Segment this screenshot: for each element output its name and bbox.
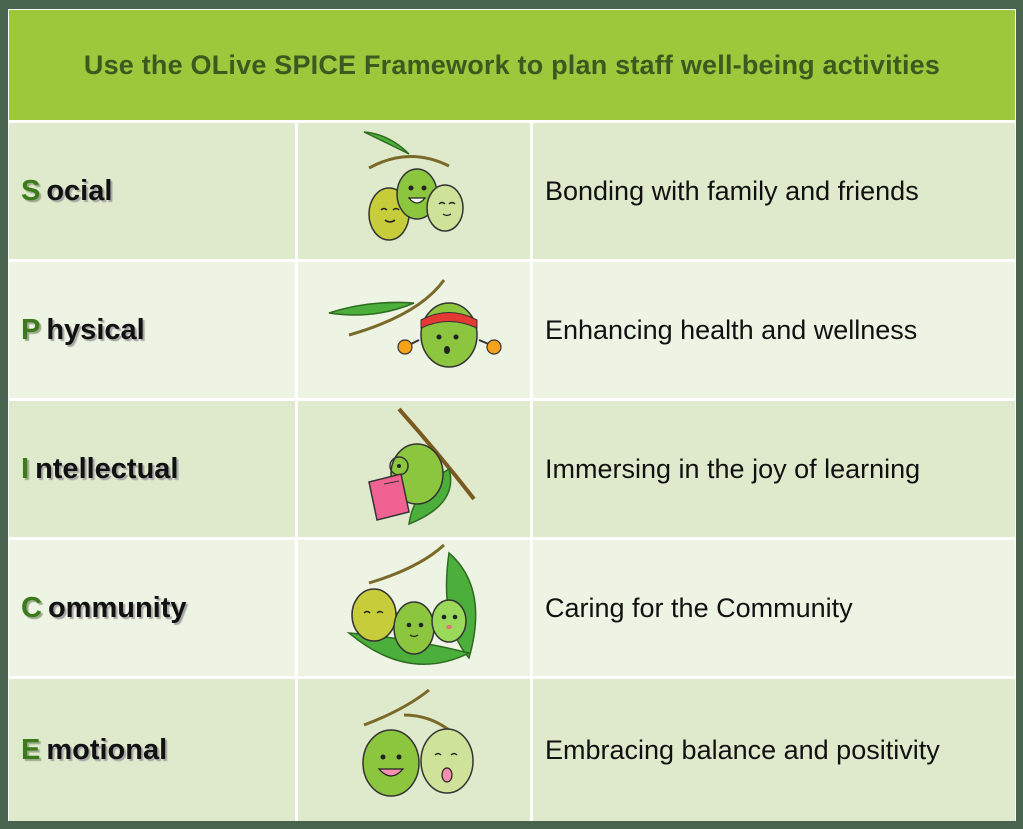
- illustration-cell: [298, 262, 530, 398]
- dimension-description: Enhancing health and wellness: [545, 314, 918, 345]
- illustration-cell: [298, 540, 530, 676]
- dimension-description: Embracing balance and positivity: [545, 734, 940, 765]
- dimension-description: Bonding with family and friends: [545, 175, 919, 206]
- physical-olive-illustration: [328, 279, 502, 368]
- description-cell: Immersing in the joy of learning: [533, 401, 1015, 537]
- table-header: Use the OLive SPICE Framework to plan st…: [9, 10, 1015, 120]
- emotional-olives-illustration: [362, 688, 474, 797]
- dimension-initial: C: [21, 591, 42, 624]
- dimension-description: Caring for the Community: [545, 592, 853, 623]
- dimension-label: hysical: [46, 313, 145, 346]
- dimension-initial: P: [21, 313, 41, 346]
- illustration-cell: [298, 401, 530, 537]
- description-cell: Bonding with family and friends: [533, 123, 1015, 259]
- description-cell: Embracing balance and positivity: [533, 679, 1015, 821]
- description-cell: Enhancing health and wellness: [533, 262, 1015, 398]
- dimension-description: Immersing in the joy of learning: [545, 453, 921, 484]
- illustration-cell: [298, 679, 530, 821]
- page-title: Use the OLive SPICE Framework to plan st…: [83, 49, 941, 80]
- intellectual-olive-illustration: [368, 407, 476, 526]
- dimension-initial: I: [21, 452, 30, 485]
- social-olives-illustration: [363, 131, 464, 241]
- dimension-label: ntellectual: [35, 452, 179, 485]
- dimension-label: motional: [46, 733, 168, 766]
- description-cell: Caring for the Community: [533, 540, 1015, 676]
- spice-framework-table: Use the OLive SPICE Framework to plan st…: [8, 9, 1016, 821]
- illustration-cell: [298, 123, 530, 259]
- community-olives-illustration: [346, 543, 477, 665]
- dimension-label: ocial: [46, 174, 113, 207]
- dimension-initial: S: [21, 174, 41, 207]
- dimension-initial: E: [21, 733, 41, 766]
- dimension-label: ommunity: [47, 591, 187, 624]
